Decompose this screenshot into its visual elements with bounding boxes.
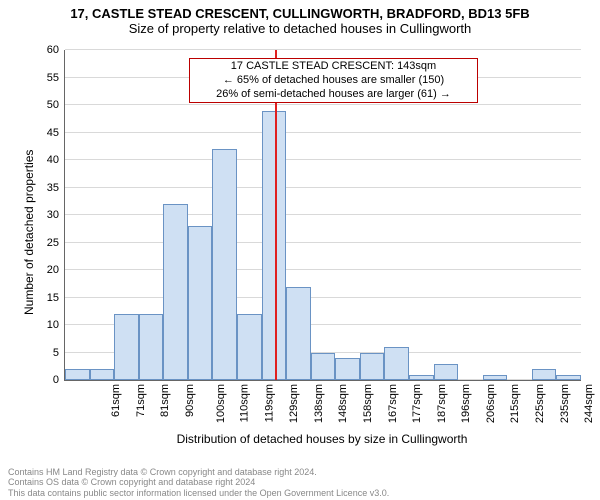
bar [556,375,581,381]
footer-line: Contains OS data © Crown copyright and d… [8,477,389,487]
ytick-label: 40 [47,154,65,166]
xtick-label: 187sqm [436,384,448,423]
gridline [65,159,581,160]
ytick-label: 50 [47,99,65,111]
ytick-label: 30 [47,209,65,221]
footer-line: This data contains public sector informa… [8,488,389,498]
footer: Contains HM Land Registry data © Crown c… [8,467,389,498]
bar [188,226,213,380]
bar [65,369,90,380]
chart: 05101520253035404550556061sqm71sqm81sqm9… [64,50,580,440]
xtick-label: 61sqm [110,384,122,417]
ytick-label: 20 [47,264,65,276]
xtick-label: 71sqm [135,384,147,417]
ytick-label: 45 [47,127,65,139]
bar [139,314,164,380]
gridline [65,187,581,188]
bar [384,347,409,380]
footer-line: Contains HM Land Registry data © Crown c… [8,467,389,477]
xtick-label: 235sqm [559,384,571,423]
y-axis-label: Number of detached properties [22,150,36,315]
xtick-label: 225sqm [534,384,546,423]
info-line: ← 65% of detached houses are smaller (15… [196,74,471,88]
xtick-label: 244sqm [583,384,595,423]
bar [483,375,508,381]
bar [335,358,360,380]
info-line: 17 CASTLE STEAD CRESCENT: 143sqm [196,60,471,74]
ytick-label: 15 [47,292,65,304]
xtick-label: 90sqm [184,384,196,417]
bar [114,314,139,380]
xtick-label: 119sqm [263,384,275,422]
bar [90,369,115,380]
gridline [65,132,581,133]
ytick-label: 5 [53,347,65,359]
bar [286,287,311,381]
info-line: 26% of semi-detached houses are larger (… [196,88,471,102]
ytick-label: 25 [47,237,65,249]
xtick-label: 129sqm [288,384,300,423]
xtick-label: 167sqm [387,384,399,423]
bar [163,204,188,380]
ytick-label: 60 [47,44,65,56]
gridline [65,49,581,50]
x-axis-label: Distribution of detached houses by size … [64,432,580,446]
gridline [65,214,581,215]
xtick-label: 148sqm [338,384,350,423]
ytick-label: 55 [47,72,65,84]
gridline [65,297,581,298]
bar [237,314,262,380]
bar [532,369,557,380]
ytick-label: 0 [53,374,65,386]
bar [434,364,459,381]
xtick-label: 138sqm [313,384,325,423]
bar [360,353,385,381]
gridline [65,269,581,270]
page-subtitle: Size of property relative to detached ho… [0,21,600,36]
bar [409,375,434,381]
xtick-label: 206sqm [485,384,497,423]
ytick-label: 35 [47,182,65,194]
bar [262,111,287,381]
bar [212,149,237,380]
xtick-label: 177sqm [411,384,423,423]
xtick-label: 158sqm [362,384,374,423]
gridline [65,104,581,105]
xtick-label: 100sqm [215,384,227,423]
info-box: 17 CASTLE STEAD CRESCENT: 143sqm ← 65% o… [189,58,478,103]
xtick-label: 215sqm [510,384,522,423]
xtick-label: 196sqm [460,384,472,423]
ytick-label: 10 [47,319,65,331]
page-title: 17, CASTLE STEAD CRESCENT, CULLINGWORTH,… [0,0,600,21]
gridline [65,242,581,243]
bar [311,353,336,381]
xtick-label: 81sqm [159,384,171,417]
xtick-label: 110sqm [238,384,250,422]
